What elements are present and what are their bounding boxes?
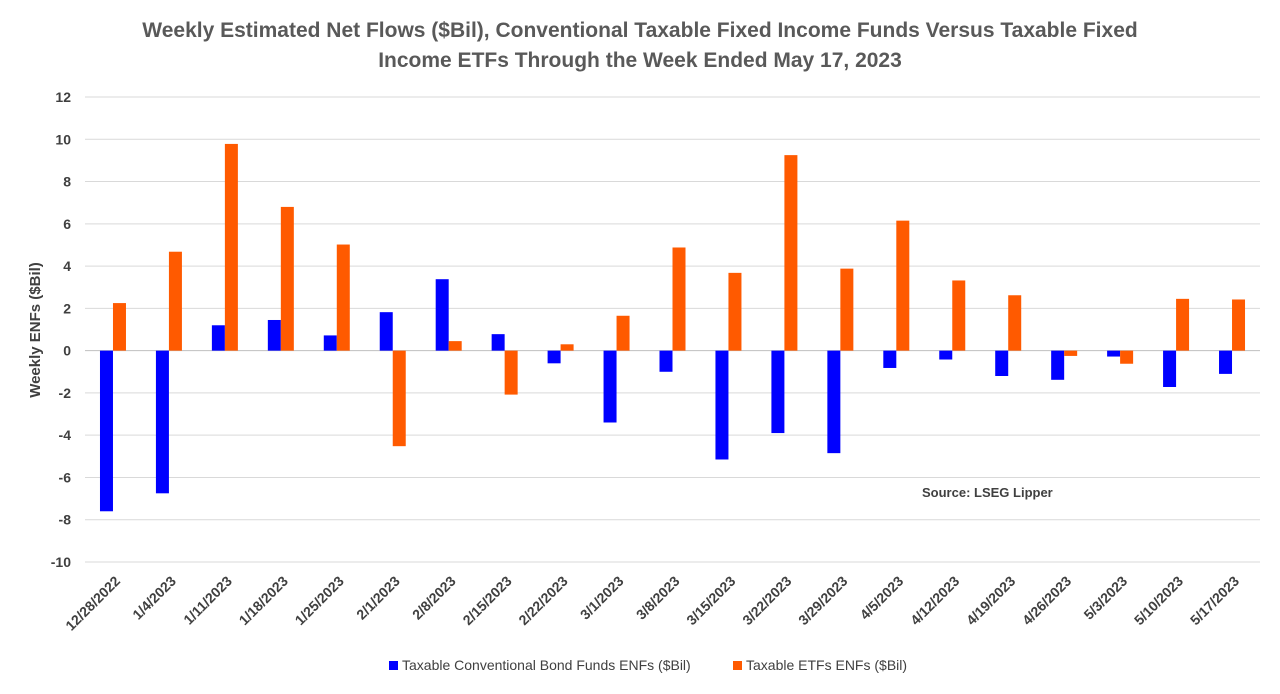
y-tick-label: -4 [59, 427, 72, 443]
bar-series-2 [224, 143, 238, 351]
y-axis-title: Weekly ENFs ($Bil) [27, 262, 44, 398]
bar-series-2 [1008, 295, 1022, 351]
y-tick-label: -10 [51, 554, 71, 570]
bar-series-2 [1176, 298, 1190, 351]
bar-series-2 [672, 247, 686, 351]
x-tick-label: 2/8/2023 [409, 573, 459, 623]
x-tick-label: 2/22/2023 [515, 573, 571, 629]
bar-series-1 [603, 350, 617, 423]
bar-series-1 [155, 350, 169, 494]
x-tick-label: 5/3/2023 [1080, 573, 1130, 623]
bar-series-2 [560, 344, 574, 351]
bar-series-2 [392, 350, 406, 447]
legend-label-series-2: Taxable ETFs ENFs ($Bil) [746, 657, 907, 673]
bar-series-2 [896, 220, 910, 351]
y-tick-label: -8 [59, 512, 72, 528]
y-tick-label: -2 [59, 385, 72, 401]
x-tick-label: 3/8/2023 [633, 573, 683, 623]
bar-series-1 [1219, 350, 1233, 374]
bar-series-1 [435, 279, 449, 351]
bar-series-2 [504, 350, 518, 395]
bar-series-2 [784, 155, 798, 351]
x-tick-label: 3/1/2023 [577, 573, 627, 623]
bar-series-1 [323, 335, 337, 351]
bar-series-1 [491, 334, 505, 351]
y-tick-label: 4 [63, 258, 71, 274]
x-tick-label: 2/1/2023 [353, 573, 403, 623]
bar-series-1 [1107, 350, 1121, 357]
x-tick-label: 5/10/2023 [1131, 573, 1187, 629]
y-tick-label: 2 [63, 300, 71, 316]
y-tick-label: 8 [63, 174, 71, 190]
y-tick-label: 10 [55, 131, 71, 147]
x-tick-label: 1/25/2023 [292, 573, 348, 629]
chart-title-line-1: Weekly Estimated Net Flows ($Bil), Conve… [142, 19, 1137, 42]
bar-series-2 [336, 244, 350, 351]
bar-series-2 [1232, 299, 1246, 351]
bar-series-1 [771, 350, 785, 434]
chart-title-line-2: Income ETFs Through the Week Ended May 1… [378, 49, 902, 72]
bar-series-2 [1064, 350, 1078, 356]
legend-swatch-series-2 [733, 661, 742, 670]
x-tick-label: 3/15/2023 [683, 573, 739, 629]
x-tick-label: 12/28/2022 [62, 573, 123, 634]
bar-series-2 [728, 272, 742, 351]
x-axis-ticks: 12/28/2022 1/4/2023 1/11/2023 1/18/2023 1/25… [62, 573, 1242, 634]
bar-series-2 [840, 268, 854, 351]
bar-series-1 [547, 350, 561, 364]
bar-series-2 [168, 251, 182, 351]
bar-series-2 [616, 315, 630, 351]
bar-series-2 [952, 280, 966, 351]
x-tick-label: 1/11/2023 [180, 573, 235, 628]
y-tick-label: 6 [63, 216, 71, 232]
x-tick-label: 1/4/2023 [129, 573, 179, 623]
bar-series-2 [448, 341, 462, 351]
bar-series-1 [379, 312, 393, 351]
y-tick-label: 12 [55, 89, 71, 105]
bar-series-1 [939, 350, 953, 360]
source-note: Source: LSEG Lipper [922, 485, 1053, 500]
legend-label-series-1: Taxable Conventional Bond Funds ENFs ($B… [402, 657, 691, 673]
y-axis-ticks: 12 10 8 6 4 2 0 -2 -4 -6 -8 -10 [51, 89, 71, 570]
bar-series-2 [112, 303, 126, 351]
x-tick-label: 3/29/2023 [795, 573, 851, 629]
bar-series-2 [1120, 350, 1134, 364]
bar-series-1 [211, 325, 225, 351]
x-tick-label: 4/12/2023 [907, 573, 963, 629]
y-tick-label: -6 [59, 469, 72, 485]
legend-swatch-series-1 [389, 661, 398, 670]
bar-series-1 [267, 319, 281, 351]
x-tick-label: 4/19/2023 [963, 573, 1019, 629]
x-tick-label: 3/22/2023 [739, 573, 795, 629]
bar-series-1 [827, 350, 841, 454]
bar-series-1 [659, 350, 673, 372]
bar-series-1 [715, 350, 729, 460]
x-tick-label: 4/26/2023 [1019, 573, 1075, 629]
chart-legend: Taxable Conventional Bond Funds ENFs ($B… [389, 657, 907, 673]
y-tick-label: 0 [63, 343, 71, 359]
x-tick-label: 2/15/2023 [459, 573, 515, 629]
bar-series-1 [883, 350, 897, 368]
bar-series-1 [1051, 350, 1065, 380]
x-tick-label: 1/18/2023 [236, 573, 292, 629]
bar-series-2 [280, 206, 294, 351]
x-tick-label: 4/5/2023 [857, 573, 907, 623]
bar-series-1 [1163, 350, 1177, 387]
x-tick-label: 5/17/2023 [1187, 573, 1243, 629]
bar-series-1 [995, 350, 1009, 376]
bars [99, 143, 1246, 512]
bar-series-1 [99, 350, 113, 512]
